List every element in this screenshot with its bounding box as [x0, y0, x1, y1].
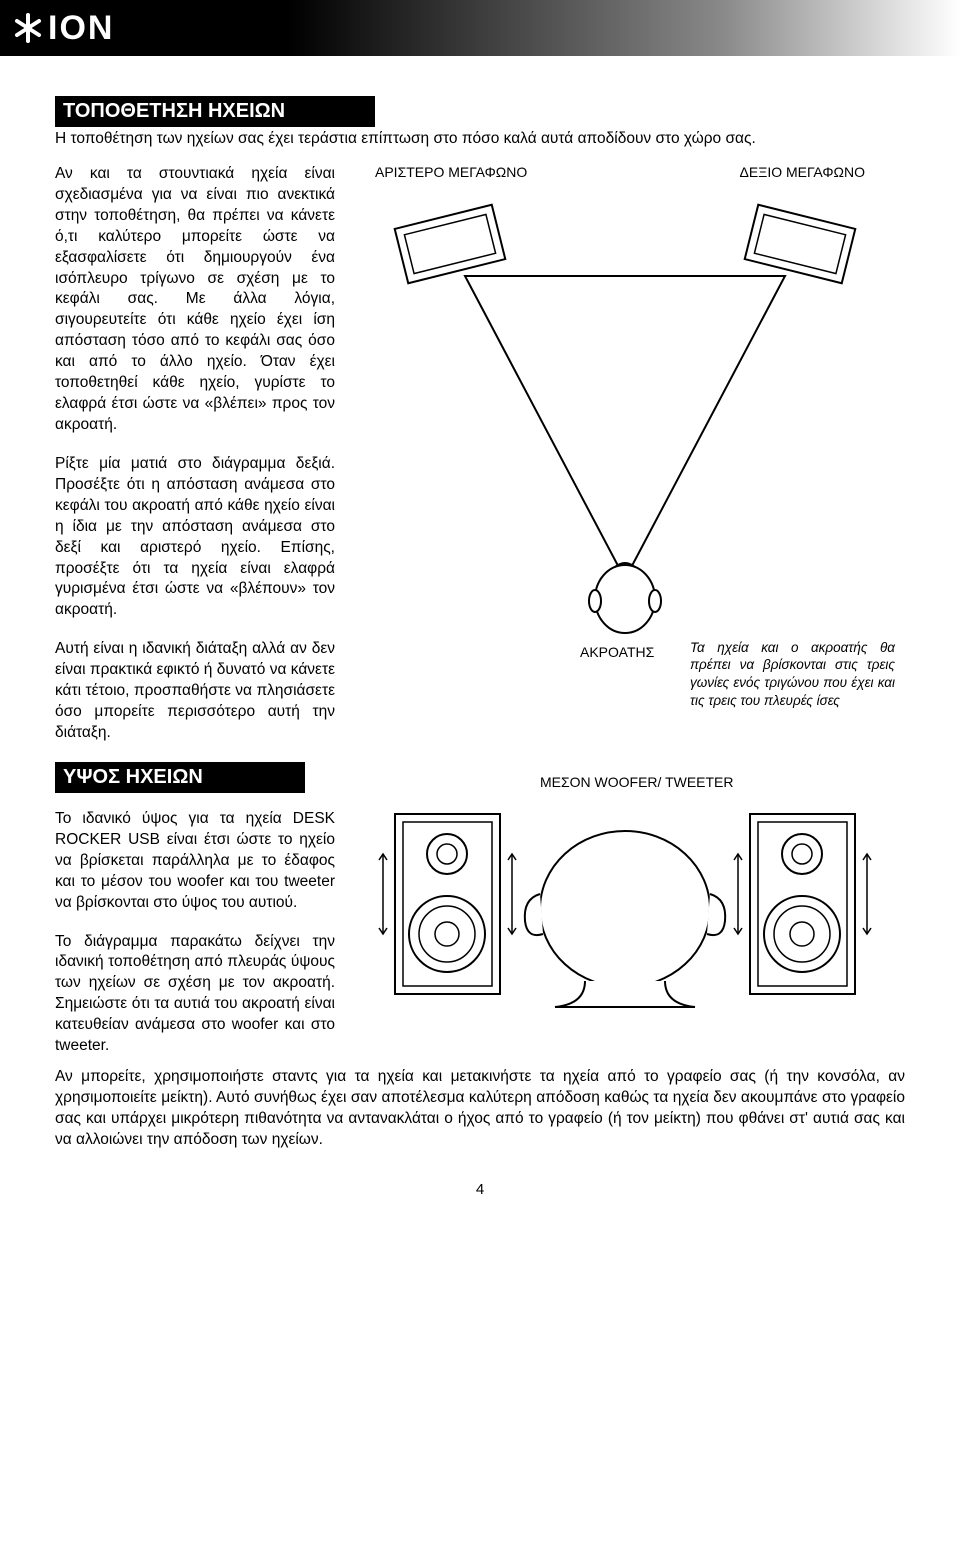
speaker-height-diagram: ΜΕΣΟΝ WOOFER/ TWEETER	[355, 774, 895, 1034]
page-content: ΤΟΠΟΘΕΤΗΣΗ ΗΧΕΙΩΝ Η τοποθέτηση των ηχείω…	[0, 56, 960, 1238]
paragraph-4: Το ιδανικό ύψος για τα ηχεία DESK ROCKER…	[55, 809, 335, 914]
triangle-svg	[355, 164, 895, 644]
paragraph-1: Αν και τα στουντιακά ηχεία είναι σχεδιασ…	[55, 164, 335, 436]
triangle-note: Τα ηχεία και ο ακροατής θα πρέπει να βρί…	[690, 639, 895, 709]
paragraph-6: Αν μπορείτε, χρησιμοποιήστε σταντς για τ…	[55, 1067, 905, 1151]
asterisk-icon	[12, 12, 44, 44]
label-mid-woofer: ΜΕΣΟΝ WOOFER/ TWEETER	[540, 774, 734, 790]
label-left-speaker: ΑΡΙΣΤΕΡΟ ΜΕΓΑΦΩΝΟ	[375, 164, 527, 180]
intro-text: Η τοποθέτηση των ηχείων σας έχει τεράστι…	[55, 129, 905, 150]
paragraph-5-part: Το διάγραμμα παρακάτω δείχνει την ιδανικ…	[55, 932, 335, 1058]
height-svg	[355, 774, 895, 1024]
paragraph-3: Αυτή είναι η ιδανική διάταξη αλλά αν δεν…	[55, 639, 335, 744]
logo-text: ION	[48, 9, 114, 48]
page-number: 4	[55, 1181, 905, 1198]
logo: ION	[12, 9, 114, 48]
section-title-placement: ΤΟΠΟΘΕΤΗΣΗ ΗΧΕΙΩΝ	[55, 96, 375, 127]
speaker-triangle-diagram: ΑΡΙΣΤΕΡΟ ΜΕΓΑΦΩΝΟ ΔΕΞΙΟ ΜΕΓΑΦΩΝΟ	[355, 164, 895, 664]
label-listener: ΑΚΡΟΑΤΗΣ	[580, 644, 654, 660]
paragraph-2: Ρίξτε μία ματιά στο διάγραμμα δεξιά. Προ…	[55, 454, 335, 621]
label-right-speaker: ΔΕΞΙΟ ΜΕΓΑΦΩΝΟ	[740, 164, 865, 180]
header-bar: ION	[0, 0, 960, 56]
section-title-height: ΥΨΟΣ ΗΧΕΙΩΝ	[55, 762, 305, 793]
